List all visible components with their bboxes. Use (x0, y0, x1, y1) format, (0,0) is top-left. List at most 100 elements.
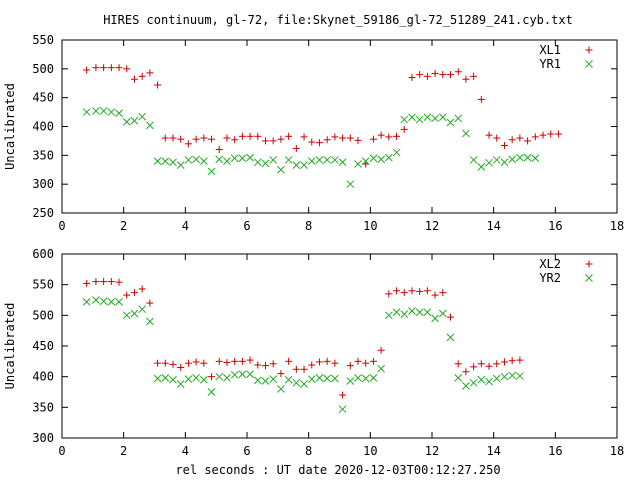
data-point-yr2 (176, 380, 185, 388)
data-point-xl1 (500, 142, 508, 150)
data-point-xl1 (470, 72, 478, 80)
data-point-xl1 (246, 132, 254, 140)
data-point-yr1 (277, 165, 285, 174)
y-tick-label: 350 (32, 148, 54, 162)
data-point-yr2 (253, 376, 262, 385)
data-point-xl1 (192, 135, 200, 143)
data-point-xl2 (493, 360, 501, 368)
data-point-yr1 (307, 157, 316, 165)
data-point-yr1 (115, 109, 123, 118)
data-point-yr1 (454, 114, 463, 123)
data-point-xl1 (161, 134, 169, 142)
x-tick-label: 0 (58, 444, 65, 458)
data-point-xl1 (431, 69, 439, 77)
data-point-yr2 (192, 374, 200, 382)
data-point-xl1 (385, 133, 393, 141)
data-point-yr1 (361, 157, 370, 165)
data-point-yr1 (192, 155, 200, 164)
y-axis-label: Uncalibrated (3, 83, 17, 170)
data-point-xl2 (400, 289, 408, 297)
data-point-xl2 (169, 360, 177, 368)
data-point-yr2 (415, 308, 424, 317)
x-tick-label: 12 (425, 444, 439, 458)
data-point-xl1 (200, 134, 208, 142)
data-point-xl2 (362, 359, 370, 367)
data-point-xl1 (184, 140, 192, 148)
data-point-xl1 (308, 138, 316, 146)
legend-marker-xl2 (585, 260, 593, 268)
data-point-xl2 (138, 285, 146, 293)
data-point-xl1 (115, 64, 123, 72)
data-point-yr1 (500, 158, 509, 167)
data-point-yr2 (230, 370, 239, 379)
data-point-yr1 (246, 153, 254, 162)
data-point-xl1 (369, 135, 377, 143)
data-point-yr1 (99, 107, 108, 115)
data-point-xl2 (416, 287, 424, 295)
data-point-yr2 (392, 308, 401, 317)
data-point-yr1 (477, 163, 486, 171)
data-point-xl2 (393, 287, 401, 295)
data-point-xl2 (192, 358, 200, 366)
x-tick-label: 2 (120, 219, 127, 233)
data-point-xl1 (408, 73, 416, 81)
x-tick-label: 8 (305, 219, 312, 233)
data-point-xl2 (146, 299, 154, 307)
data-point-yr2 (284, 375, 293, 384)
data-point-xl1 (292, 144, 300, 152)
data-point-yr2 (92, 296, 100, 304)
x-tick-label: 16 (548, 219, 562, 233)
data-point-yr1 (92, 107, 100, 115)
data-point-xl1 (107, 64, 115, 72)
data-point-xl1 (130, 75, 138, 83)
data-point-xl2 (377, 346, 385, 354)
data-point-xl2 (462, 368, 470, 376)
data-point-xl1 (447, 71, 454, 79)
data-point-yr1 (176, 161, 185, 169)
bottom-panel: 300 350 400 450 500 550 600 0 2 4 6 8 10 12 14 16 18 Unca… (3, 247, 624, 458)
data-point-yr1 (338, 158, 347, 167)
data-point-xl2 (130, 289, 138, 297)
data-point-yr1 (300, 161, 308, 169)
data-point-yr1 (469, 156, 478, 164)
data-point-yr2 (408, 307, 416, 315)
data-point-yr1 (415, 115, 424, 124)
y-tick-label: 450 (32, 339, 54, 353)
data-point-xl2 (208, 373, 216, 381)
data-point-xl2 (369, 357, 377, 365)
y-tick-label: 450 (32, 91, 54, 105)
x-tick-label: 14 (486, 444, 500, 458)
legend-label: XL2 (539, 257, 561, 271)
data-point-yr2 (130, 309, 139, 318)
data-point-xl2 (439, 289, 447, 297)
x-tick-label: 6 (243, 219, 250, 233)
data-point-xl1 (377, 131, 385, 139)
data-point-yr1 (161, 157, 170, 165)
legend-marker-xl1 (585, 46, 593, 54)
x-tick-label: 8 (305, 444, 312, 458)
x-tick-label: 6 (243, 444, 250, 458)
data-point-xl2 (431, 291, 439, 299)
data-point-xl2 (485, 362, 493, 370)
data-point-yr2 (477, 375, 486, 384)
data-point-yr1 (392, 148, 401, 157)
data-point-xl1 (524, 137, 532, 145)
data-point-yr1 (516, 153, 524, 162)
data-point-xl2 (331, 359, 339, 367)
data-point-xl1 (539, 131, 547, 139)
data-point-yr1 (346, 180, 355, 189)
data-point-yr2 (261, 377, 270, 385)
data-point-xl1 (92, 64, 100, 72)
data-point-yr2 (138, 305, 147, 314)
y-tick-label: 300 (32, 431, 54, 445)
data-point-xl2 (161, 359, 169, 367)
data-point-yr2 (292, 378, 301, 387)
data-point-xl2 (200, 359, 208, 367)
data-point-xl1 (439, 71, 447, 79)
data-point-yr2 (423, 308, 432, 317)
data-point-yr2 (107, 297, 116, 306)
data-point-yr1 (261, 159, 270, 168)
data-point-xl2 (83, 279, 91, 287)
data-point-xl1 (208, 135, 216, 143)
x-tick-label: 18 (610, 219, 624, 233)
